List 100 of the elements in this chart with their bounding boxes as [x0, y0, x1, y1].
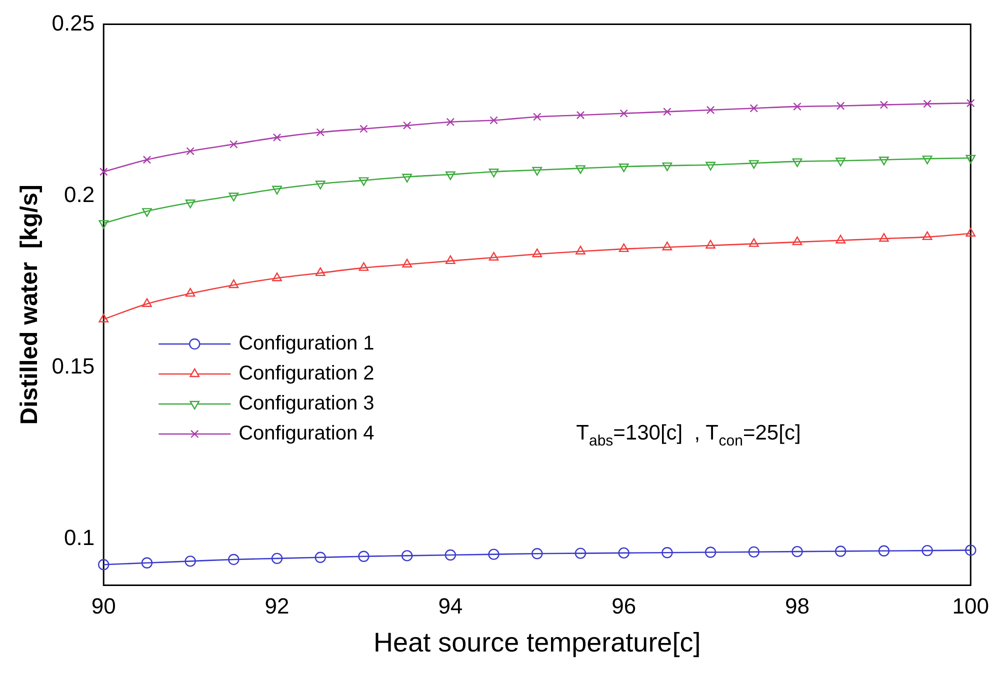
point	[402, 174, 412, 182]
y-tick-label: 0.15	[52, 353, 95, 378]
point	[358, 262, 369, 271]
point	[880, 100, 888, 109]
point	[965, 544, 976, 556]
point	[142, 298, 152, 307]
point	[706, 106, 715, 114]
point	[228, 192, 239, 202]
point	[922, 544, 933, 556]
point	[488, 548, 500, 560]
x-tick-label: 96	[612, 593, 636, 618]
y-tick-label: 0.2	[64, 182, 95, 207]
x-tick-label: 92	[264, 593, 290, 618]
point	[532, 548, 543, 560]
point	[315, 267, 326, 276]
point	[98, 559, 110, 570]
point	[662, 242, 672, 250]
point	[360, 124, 368, 133]
point	[792, 546, 803, 558]
point	[230, 140, 238, 148]
point	[836, 158, 846, 166]
point	[574, 548, 586, 559]
x-tick-label: 100	[952, 593, 990, 618]
y-tick-label: 0.1	[64, 524, 95, 550]
point	[748, 238, 759, 247]
point	[792, 236, 802, 246]
point	[358, 550, 370, 562]
y-axis-title: Distilled water [kg/s]	[16, 184, 44, 425]
point	[314, 552, 326, 564]
point	[792, 158, 802, 168]
point	[662, 547, 673, 558]
point	[402, 258, 412, 268]
point	[922, 156, 932, 164]
point	[402, 121, 412, 130]
point	[618, 243, 629, 252]
point	[142, 156, 152, 164]
point	[98, 314, 109, 322]
point	[966, 98, 975, 108]
point	[923, 100, 932, 108]
point	[836, 234, 846, 244]
point	[358, 177, 369, 186]
point	[706, 240, 716, 249]
point	[532, 166, 542, 176]
point	[401, 550, 413, 562]
x-tick-label: 98	[785, 593, 810, 618]
point	[532, 248, 542, 258]
point	[488, 252, 499, 261]
point	[662, 162, 672, 172]
point	[272, 272, 282, 282]
point	[966, 154, 976, 164]
point	[185, 200, 196, 208]
point	[272, 133, 282, 142]
point	[706, 162, 716, 170]
point	[490, 116, 498, 124]
point	[576, 165, 586, 174]
point	[618, 163, 629, 172]
point	[620, 109, 628, 118]
legend-label: Configuration 1	[238, 332, 374, 354]
point	[228, 279, 239, 288]
point	[704, 546, 716, 558]
point	[228, 554, 240, 566]
point	[185, 288, 196, 297]
point	[878, 545, 890, 556]
legend-label: Configuration 3	[238, 392, 374, 414]
point	[142, 208, 152, 217]
point	[99, 168, 108, 176]
x-tick-label: 90	[91, 593, 116, 618]
point	[748, 160, 759, 169]
point	[184, 556, 196, 567]
point	[576, 246, 586, 254]
point	[532, 112, 542, 121]
legend-label: Configuration 4	[238, 422, 374, 444]
point	[446, 171, 456, 180]
point	[488, 168, 499, 178]
legend-label: Configuration 2	[238, 362, 374, 384]
x-axis-title: Heat source temperature[c]	[374, 627, 701, 658]
y-tick-label: 0.25	[52, 10, 95, 36]
point	[834, 546, 846, 557]
point	[879, 156, 889, 166]
point	[879, 233, 889, 242]
point	[750, 104, 758, 112]
point	[141, 557, 153, 568]
point	[315, 180, 326, 190]
point	[748, 546, 760, 558]
point	[446, 118, 455, 126]
point	[966, 228, 976, 237]
x-tick-label: 94	[438, 593, 463, 618]
point	[922, 231, 932, 240]
point	[836, 102, 845, 110]
point	[618, 547, 630, 559]
point	[98, 220, 109, 229]
point	[793, 102, 802, 111]
point	[316, 128, 325, 136]
point	[271, 552, 283, 564]
point	[446, 255, 456, 264]
point	[444, 549, 456, 561]
point	[663, 108, 672, 116]
point	[576, 110, 585, 120]
point	[186, 147, 194, 156]
point	[272, 186, 282, 194]
